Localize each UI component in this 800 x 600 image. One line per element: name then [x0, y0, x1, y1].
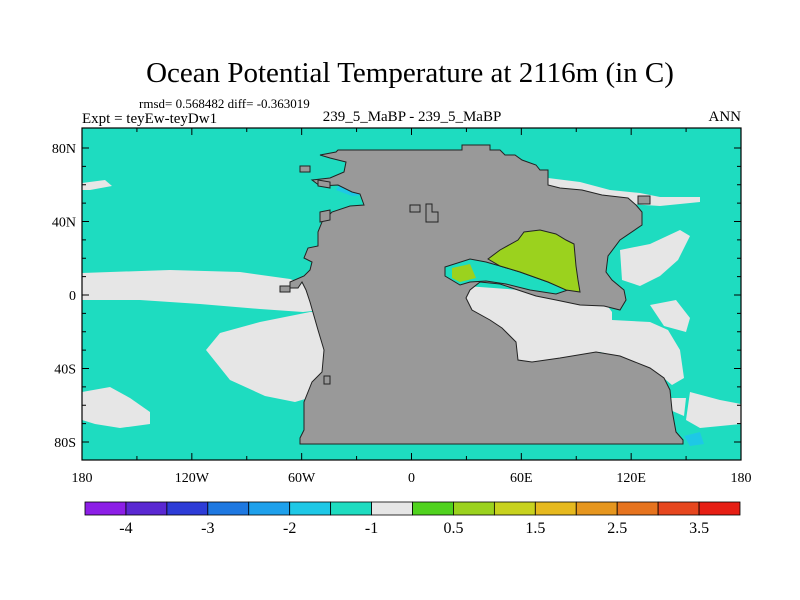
colorbar-swatch: [575, 501, 618, 516]
north-pacific-neutral-zone: [82, 180, 112, 190]
lon-tick-label: 60W: [288, 471, 316, 486]
island-north-atlantic: [409, 204, 421, 213]
colorbar-swatch: [84, 501, 127, 516]
island-south: [323, 375, 331, 385]
colorbar-swatch: [289, 501, 332, 516]
season-label: ANN: [709, 109, 742, 125]
north-neutral-band: [548, 178, 700, 206]
southeast-neutral-zone: [686, 392, 741, 428]
southwest-neutral-zone: [82, 387, 150, 428]
lon-tick-label: 60E: [510, 471, 533, 486]
latitude-axis: 80N 40N 0 40S 80S: [52, 142, 741, 451]
colorbar-swatch: [248, 501, 291, 516]
east-neutral-blob: [650, 300, 690, 332]
southern-cool-patch: [684, 432, 704, 446]
longitude-axis: 180 120W 60W 0 60E 120E 180: [72, 128, 752, 486]
experiment-label: Expt = teyEw-teyDw1: [82, 111, 217, 127]
lon-tick-label: 180: [731, 471, 752, 486]
island-east: [637, 195, 651, 205]
colorbar-label: -3: [201, 520, 214, 537]
lon-tick-label: 0: [408, 471, 415, 486]
colorbar-swatch: [166, 501, 209, 516]
colorbar-swatch: [616, 501, 659, 516]
tropical-pacific-neutral-zone: [82, 270, 322, 312]
island-greenland-west: [317, 179, 331, 189]
lat-tick-label: 80N: [52, 142, 76, 157]
tethys-neutral-zone: [462, 286, 684, 385]
colorbar-swatch: [330, 501, 372, 516]
lon-tick-label: 180: [72, 471, 93, 486]
warm-anomaly-zone: [487, 229, 581, 293]
plot-title: Ocean Potential Temperature at 2116m (in…: [146, 57, 674, 89]
lat-tick-label: 0: [69, 289, 76, 304]
island-small: [425, 203, 439, 223]
colorbar-label: 1.5: [525, 520, 545, 537]
colorbar-swatch: [698, 501, 741, 516]
islands: [279, 165, 651, 385]
colorbar-swatch: [657, 501, 700, 516]
colorbar-swatch: [125, 501, 168, 516]
tasman-neutral-patch: [668, 398, 686, 416]
tethys-embayment: [444, 258, 570, 295]
island-equatorial: [279, 285, 291, 293]
map-panel: [81, 127, 742, 461]
south-pacific-neutral-zone: [206, 312, 326, 402]
colorbar-label: -2: [283, 520, 296, 537]
lon-tick-label: 120E: [616, 471, 646, 486]
island-arctic: [299, 165, 311, 173]
neutral-anomaly-zones: [82, 178, 741, 428]
colorbar-label: -4: [119, 520, 132, 537]
colorbar-swatch: [412, 501, 454, 516]
east-neutral-patch: [620, 230, 690, 286]
colorbar-swatch: [453, 501, 495, 516]
colorbar: -4 -3 -2 -1 0.5 1.5 2.5 3.5: [84, 501, 741, 537]
colorbar-label: -1: [365, 520, 378, 537]
island-western-margin: [319, 209, 331, 223]
case-label: 239_5_MaBP - 239_5_MaBP: [323, 109, 502, 125]
colorbar-swatch: [493, 501, 536, 516]
colorbar-swatch: [207, 501, 250, 516]
lat-tick-label: 40S: [54, 363, 76, 378]
warm-anomaly-patch: [452, 264, 476, 282]
colorbar-label: 0.5: [443, 520, 463, 537]
lat-tick-label: 80S: [54, 436, 76, 451]
lat-tick-label: 40N: [52, 216, 76, 231]
colorbar-label: 3.5: [689, 520, 709, 537]
stats-label: rmsd= 0.568482 diff= -0.363019: [139, 96, 310, 111]
colorbar-swatch: [534, 501, 577, 516]
colorbar-swatch: [371, 501, 413, 516]
lon-tick-label: 120W: [175, 471, 210, 486]
colorbar-label: 2.5: [607, 520, 627, 537]
